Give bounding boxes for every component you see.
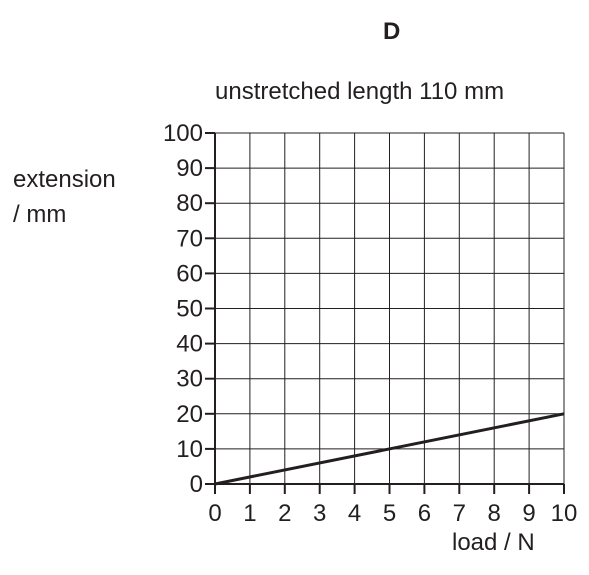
y-tick-label: 100 — [163, 120, 203, 147]
series — [214, 412, 565, 486]
x-tick-label: 10 — [551, 500, 578, 527]
y-tick-label: 80 — [176, 190, 203, 217]
y-tick-label: 20 — [176, 401, 203, 428]
y-tick-label: 30 — [176, 366, 203, 393]
y-tick-label: 90 — [176, 155, 203, 182]
x-tick-label: 4 — [348, 500, 361, 527]
x-tick-label: 0 — [208, 500, 221, 527]
y-tick-label: 10 — [176, 436, 203, 463]
y-tick-label: 0 — [190, 471, 203, 498]
x-tick-label: 2 — [278, 500, 291, 527]
grid — [214, 132, 565, 485]
x-tick-label: 7 — [453, 500, 466, 527]
x-tick-label: 6 — [418, 500, 431, 527]
series-line — [214, 412, 565, 486]
x-tick-label: 1 — [243, 500, 256, 527]
x-axis-label: load / N — [452, 529, 535, 556]
chart-subtitle: unstretched length 110 mm — [215, 78, 505, 105]
x-tick-label: 9 — [522, 500, 535, 527]
x-tick-label: 5 — [383, 500, 396, 527]
y-tick-label: 60 — [176, 260, 203, 287]
x-tick-label: 3 — [313, 500, 326, 527]
y-tick-label: 70 — [176, 225, 203, 252]
chart-title: D — [383, 18, 401, 45]
axes — [205, 132, 565, 494]
x-tick-label: 8 — [488, 500, 501, 527]
y-axis-label-line-1: extension — [13, 166, 116, 193]
y-axis-label-line-2: / mm — [13, 201, 67, 228]
y-tick-label: 50 — [176, 296, 203, 323]
y-tick-label: 40 — [176, 331, 203, 358]
